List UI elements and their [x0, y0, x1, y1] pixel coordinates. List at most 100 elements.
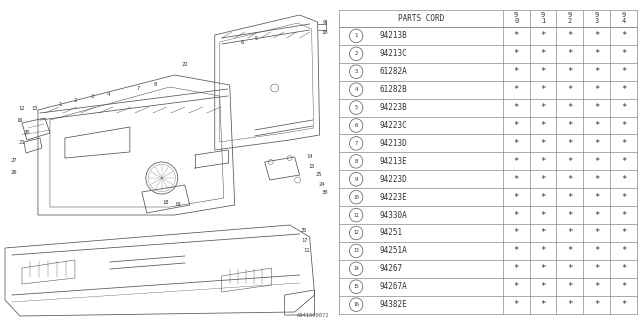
Text: PARTS CORD: PARTS CORD: [397, 14, 444, 23]
Text: *: *: [540, 282, 546, 291]
Text: *: *: [513, 67, 519, 76]
Text: *: *: [540, 103, 546, 112]
Text: 15: 15: [308, 164, 315, 169]
Text: *: *: [540, 175, 546, 184]
Text: 3: 3: [355, 69, 358, 74]
Text: *: *: [567, 175, 573, 184]
Text: *: *: [540, 49, 546, 58]
Text: 9
4: 9 4: [621, 12, 625, 24]
Text: 7: 7: [136, 85, 140, 91]
Text: 20: 20: [24, 130, 30, 134]
Text: *: *: [513, 139, 519, 148]
Text: *: *: [594, 157, 599, 166]
Text: *: *: [621, 121, 626, 130]
Text: *: *: [540, 300, 546, 309]
Text: 94223D: 94223D: [380, 175, 408, 184]
Text: *: *: [594, 31, 599, 40]
Text: *: *: [540, 264, 546, 273]
Text: 12: 12: [19, 106, 25, 110]
Text: 12: 12: [353, 230, 359, 236]
Text: *: *: [513, 175, 519, 184]
Text: 16: 16: [353, 302, 359, 307]
Text: *: *: [513, 85, 519, 94]
Text: 94213D: 94213D: [380, 139, 408, 148]
Text: *: *: [621, 211, 626, 220]
Text: 94267A: 94267A: [380, 282, 408, 291]
Text: *: *: [594, 300, 599, 309]
Text: *: *: [513, 49, 519, 58]
Text: *: *: [621, 103, 626, 112]
Text: 2: 2: [74, 98, 77, 102]
Text: *: *: [513, 31, 519, 40]
Text: *: *: [567, 211, 573, 220]
Text: *: *: [594, 264, 599, 273]
Text: 9
1: 9 1: [541, 12, 545, 24]
Text: 61282A: 61282A: [380, 67, 408, 76]
Text: 14: 14: [353, 266, 359, 271]
Text: 94223B: 94223B: [380, 103, 408, 112]
Text: *: *: [567, 193, 573, 202]
Text: 94213C: 94213C: [380, 49, 408, 58]
Text: 10: 10: [353, 195, 359, 200]
Text: *: *: [621, 85, 626, 94]
Text: *: *: [513, 264, 519, 273]
Text: *: *: [540, 121, 546, 130]
Text: 94267: 94267: [380, 264, 403, 273]
Text: 10: 10: [321, 29, 328, 35]
Text: *: *: [567, 264, 573, 273]
Text: 9
2: 9 2: [568, 12, 572, 24]
Text: 9: 9: [355, 177, 358, 182]
Text: 13: 13: [32, 106, 38, 110]
Text: 94251: 94251: [380, 228, 403, 237]
Text: *: *: [621, 49, 626, 58]
Text: *: *: [567, 139, 573, 148]
Text: *: *: [513, 228, 519, 237]
Text: *: *: [540, 228, 546, 237]
Text: 11: 11: [303, 247, 310, 252]
Text: 18: 18: [163, 199, 169, 204]
Text: *: *: [540, 31, 546, 40]
Text: *: *: [594, 85, 599, 94]
Text: 94223C: 94223C: [380, 121, 408, 130]
Text: 1: 1: [355, 33, 358, 38]
Text: *: *: [540, 246, 546, 255]
Text: 9: 9: [323, 20, 326, 25]
Text: 5: 5: [255, 36, 259, 41]
Text: *: *: [621, 300, 626, 309]
Text: *: *: [567, 67, 573, 76]
Text: 14: 14: [307, 155, 313, 159]
Text: *: *: [540, 193, 546, 202]
Text: 94251A: 94251A: [380, 246, 408, 255]
Text: *: *: [567, 300, 573, 309]
Text: 22: 22: [182, 62, 188, 68]
Text: A941A00072: A941A00072: [297, 313, 330, 318]
Text: *: *: [540, 85, 546, 94]
Text: 94382E: 94382E: [380, 300, 408, 309]
Text: 19: 19: [175, 203, 181, 207]
Text: *: *: [621, 246, 626, 255]
Text: *: *: [513, 246, 519, 255]
Text: 26: 26: [11, 171, 17, 175]
Text: 16: 16: [17, 117, 23, 123]
Text: *: *: [567, 246, 573, 255]
Text: *: *: [513, 300, 519, 309]
Text: 94330A: 94330A: [380, 211, 408, 220]
Text: 15: 15: [353, 284, 359, 289]
Text: *: *: [594, 246, 599, 255]
Text: *: *: [594, 282, 599, 291]
Text: 94213E: 94213E: [380, 157, 408, 166]
Text: *: *: [567, 49, 573, 58]
Text: 94223E: 94223E: [380, 193, 408, 202]
Text: *: *: [621, 31, 626, 40]
Text: 9
0: 9 0: [514, 12, 518, 24]
Text: *: *: [567, 282, 573, 291]
Text: 2: 2: [355, 51, 358, 56]
Text: 6: 6: [355, 123, 358, 128]
Text: *: *: [621, 139, 626, 148]
Text: *: *: [567, 157, 573, 166]
Text: *: *: [621, 193, 626, 202]
Text: *: *: [513, 157, 519, 166]
Text: 6: 6: [241, 41, 244, 45]
Text: *: *: [594, 103, 599, 112]
Text: *: *: [540, 211, 546, 220]
